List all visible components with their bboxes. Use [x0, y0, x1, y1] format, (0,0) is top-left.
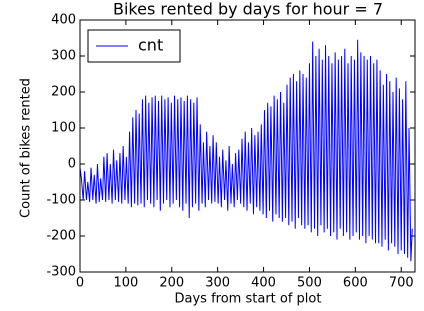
x-tick-label: 0: [76, 276, 84, 291]
x-tick-label: 500: [297, 276, 322, 291]
x-tick-label: 100: [113, 276, 138, 291]
y-tick-label: -300: [46, 265, 76, 280]
x-tick-label: 700: [389, 276, 414, 291]
x-axis-label: Days from start of plot: [175, 292, 322, 307]
y-tick-label: -100: [46, 193, 76, 208]
x-tick-label: 300: [205, 276, 230, 291]
y-tick-label: 0: [68, 157, 76, 172]
y-tick-label: 100: [51, 121, 76, 136]
y-tick-label: 400: [51, 13, 76, 28]
legend-label: cnt: [138, 36, 163, 55]
y-tick-label: 200: [51, 85, 76, 100]
x-tick-label: 600: [343, 276, 368, 291]
plot-frame: [79, 19, 416, 273]
chart-title: Bikes rented by days for hour = 7: [113, 0, 383, 19]
y-tick-label: -200: [46, 229, 76, 244]
x-tick-label: 200: [159, 276, 184, 291]
y-axis-label: Count of bikes rented: [19, 78, 34, 218]
y-tick-label: 300: [51, 49, 76, 64]
data-line: [79, 39, 413, 262]
x-tick-label: 400: [251, 276, 276, 291]
